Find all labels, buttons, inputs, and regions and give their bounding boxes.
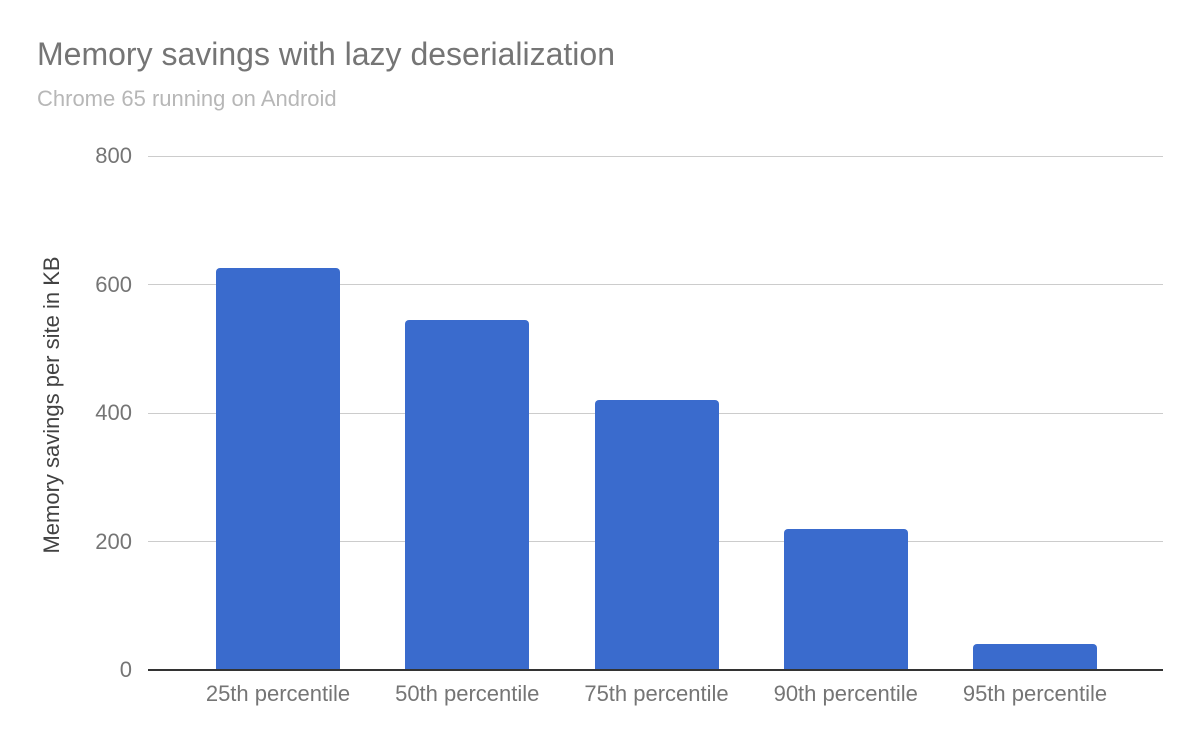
- y-tick-label: 600: [95, 271, 132, 297]
- x-tick-label: 50th percentile: [395, 681, 540, 706]
- gridline: [148, 284, 1163, 285]
- gridline: [148, 155, 1163, 157]
- bar-50th-percentile: [405, 319, 530, 670]
- x-tick-label: 90th percentile: [773, 681, 918, 706]
- plot-area: 0 200 400 600 800 25th percentile 50th percent…: [95, 143, 1163, 706]
- chart-title: Memory savings with lazy deserialization: [37, 36, 615, 72]
- chart-subtitle: Chrome 65 running on Android: [37, 86, 337, 111]
- bar-95th-percentile: [973, 644, 1097, 670]
- bar-75th-percentile: [594, 400, 719, 670]
- x-tick-label: 95th percentile: [962, 681, 1108, 706]
- y-axis-title: Memory savings per site in KB: [39, 256, 64, 554]
- x-tick-label: 75th percentile: [584, 681, 729, 706]
- y-tick-label: 0: [119, 657, 132, 682]
- y-tick-label: 400: [95, 400, 132, 425]
- x-axis-baseline: [148, 669, 1163, 671]
- bar-25th-percentile: [216, 268, 340, 670]
- y-tick-label: 800: [95, 143, 132, 168]
- x-tick-label: 25th percentile: [205, 681, 351, 706]
- y-tick-label: 200: [95, 528, 132, 554]
- bar-90th-percentile: [783, 528, 908, 670]
